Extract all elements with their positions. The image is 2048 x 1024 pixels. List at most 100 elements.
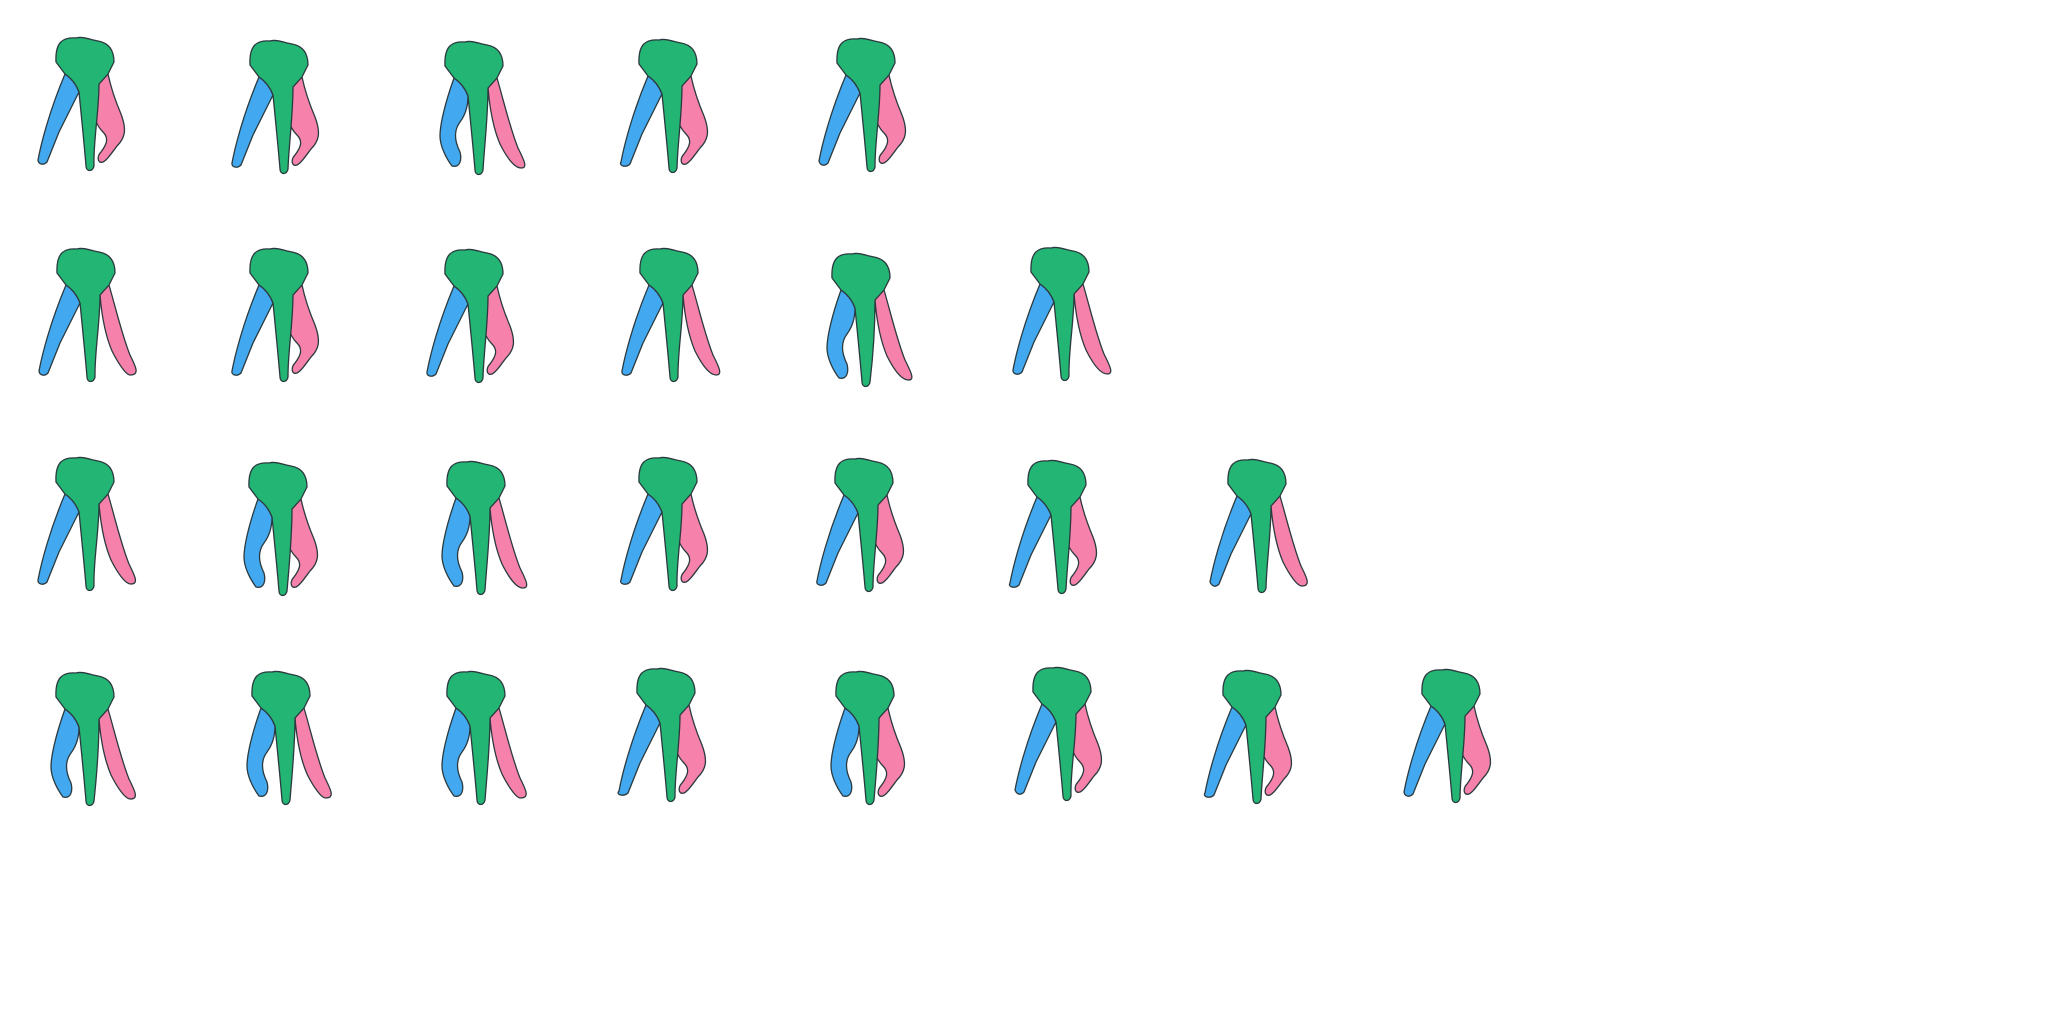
tooth-icon	[615, 243, 745, 393]
crown-shape	[1029, 247, 1090, 382]
crown-shape	[55, 672, 115, 807]
right-root-shape	[98, 493, 136, 585]
tooth-icon	[1198, 665, 1328, 815]
crown-shape	[1227, 459, 1287, 594]
crown-shape	[444, 249, 504, 384]
left-root-shape	[1402, 705, 1446, 797]
tooth-glyph	[830, 671, 905, 806]
tooth-icon	[1397, 664, 1527, 814]
tooth-icon	[612, 663, 742, 813]
left-root-shape	[231, 76, 275, 168]
tooth-icon	[224, 457, 354, 607]
crown-shape	[836, 37, 896, 173]
left-root-shape	[826, 289, 856, 379]
left-root-shape	[815, 494, 859, 587]
left-root-shape	[1013, 703, 1057, 796]
crown-shape	[639, 247, 699, 382]
tooth-icon	[1203, 454, 1333, 604]
tooth-glyph	[621, 247, 721, 382]
tooth-glyph	[37, 36, 126, 172]
crown-shape	[249, 247, 309, 383]
tooth-icon	[31, 667, 161, 817]
tooth-icon	[225, 243, 355, 393]
tooth-glyph	[37, 247, 137, 382]
tooth-glyph	[815, 458, 904, 593]
tooth-glyph	[818, 37, 907, 173]
right-root-shape	[487, 76, 526, 169]
left-root-shape	[246, 707, 276, 798]
left-root-shape	[441, 707, 471, 798]
crown-shape	[637, 39, 698, 174]
left-root-shape	[830, 707, 860, 798]
left-root-shape	[619, 75, 663, 168]
crown-shape	[446, 460, 506, 596]
left-root-shape	[439, 76, 469, 167]
tooth-icon	[811, 666, 941, 816]
left-root-shape	[243, 498, 274, 588]
crown-shape	[55, 247, 116, 382]
tooth-glyph	[1209, 459, 1308, 594]
tooth-glyph	[1011, 247, 1111, 382]
left-root-shape	[621, 284, 664, 376]
tooth-glyph	[1013, 667, 1102, 802]
right-root-shape	[98, 284, 137, 376]
right-root-shape	[489, 707, 527, 799]
tooth-icon	[32, 243, 162, 393]
tooth-icon	[807, 248, 937, 398]
crown-shape	[833, 458, 894, 593]
tooth-glyph	[441, 460, 528, 596]
crown-shape	[1420, 668, 1481, 803]
left-root-shape	[50, 708, 80, 799]
crown-shape	[831, 252, 891, 387]
right-root-shape	[98, 708, 137, 800]
left-root-shape	[231, 284, 274, 376]
left-root-shape	[1009, 496, 1053, 588]
right-root-shape	[874, 289, 913, 381]
tooth-icon	[31, 32, 161, 182]
crown-shape	[444, 40, 504, 175]
tooth-glyph	[826, 252, 913, 387]
crown-shape	[248, 461, 309, 596]
tooth-icon	[812, 33, 942, 183]
crown-shape	[636, 667, 696, 803]
tooth-glyph	[1009, 460, 1098, 595]
tooth-glyph	[1204, 669, 1293, 805]
right-root-shape	[294, 707, 332, 800]
tooth-glyph	[441, 671, 527, 806]
crown-shape	[835, 671, 895, 806]
left-root-shape	[617, 704, 661, 796]
left-root-shape	[441, 497, 471, 587]
crown-shape	[638, 457, 698, 592]
tooth-icon	[227, 666, 357, 816]
tooth-icon	[1008, 662, 1138, 812]
tooth-icon	[422, 456, 552, 606]
right-root-shape	[682, 284, 721, 376]
tooth-glyph	[617, 667, 707, 803]
tooth-icon	[422, 666, 552, 816]
tooth-glyph	[246, 671, 332, 806]
right-root-shape	[489, 497, 528, 589]
tooth-icon	[810, 453, 940, 603]
left-root-shape	[620, 493, 663, 586]
left-root-shape	[426, 285, 469, 378]
tooth-glyph	[439, 40, 526, 175]
tooth-glyph	[426, 249, 515, 384]
tooth-glyph	[231, 39, 320, 174]
crown-shape	[1027, 460, 1088, 595]
tooth-icon	[420, 244, 550, 394]
tooth-icon	[614, 34, 744, 184]
right-root-shape	[1270, 495, 1308, 587]
tooth-icon	[420, 36, 550, 186]
crown-shape	[251, 671, 311, 806]
crown-shape	[446, 671, 506, 806]
tooth-glyph	[1402, 668, 1491, 803]
crown-shape	[1222, 669, 1283, 805]
crown-shape	[55, 457, 115, 592]
crown-shape	[55, 36, 116, 172]
tooth-icon	[1003, 455, 1133, 605]
left-root-shape	[1209, 495, 1252, 588]
tooth-icon	[31, 452, 161, 602]
tooth-glyph	[37, 457, 136, 592]
right-root-shape	[1072, 283, 1111, 376]
